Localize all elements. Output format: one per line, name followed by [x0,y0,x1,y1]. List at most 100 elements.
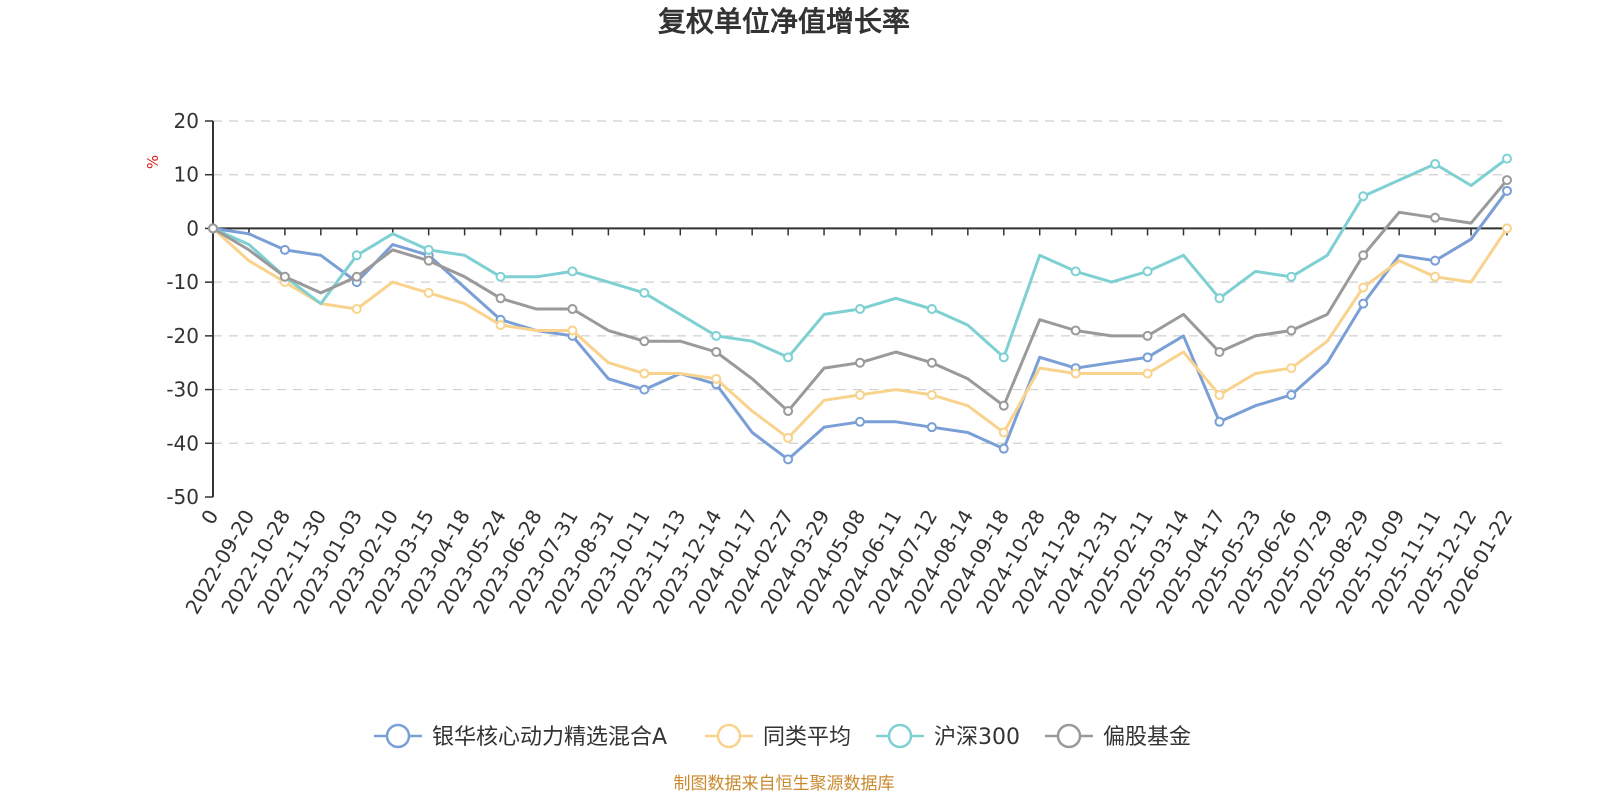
legend-circle-icon [1056,723,1082,749]
data-point [423,287,434,298]
y-tick-label: -30 [166,378,199,402]
data-point [639,287,650,298]
data-point [639,384,650,395]
data-point [926,389,937,400]
legend-item[interactable]: 沪深300 [876,723,1020,750]
data-point [1070,266,1081,277]
series-1 [208,185,1512,465]
data-point [711,330,722,341]
data-point [1430,255,1441,266]
data-point [1142,368,1153,379]
y-axis-unit-label: % [144,155,162,169]
legend-label: 偏股基金 [1103,725,1191,750]
grid-lines [213,120,1507,444]
data-point [998,443,1009,454]
data-point [1358,191,1369,202]
data-point [639,336,650,347]
series-2 [208,223,1512,443]
data-point [351,304,362,314]
data-point [1286,325,1297,336]
data-point [998,427,1009,438]
data-point [1142,330,1153,341]
legend-item[interactable]: 偏股基金 [1045,723,1191,750]
data-point [423,244,434,255]
data-point [1286,363,1297,374]
data-point [711,373,722,384]
y-tick-label: -20 [166,324,199,348]
data-point [639,368,650,379]
legend-circle-icon [716,723,742,749]
data-point [783,406,794,417]
chart-title: 复权单位净值增长率 [658,5,910,38]
data-point [1358,282,1369,293]
data-point [1430,212,1441,223]
data-point [1214,293,1225,304]
data-point [1430,271,1441,282]
data-point [926,422,937,433]
data-point [926,357,937,368]
series-line [211,227,1509,440]
data-point [1286,271,1297,282]
data-point [1502,185,1512,196]
data-source-footer: 制图数据来自恒生聚源数据库 [674,774,895,794]
data-point [855,357,865,368]
data-point [279,271,290,282]
legend-circle-icon [385,723,411,749]
x-tick-label: 0 [196,506,223,529]
data-point [783,432,794,443]
y-axis-ticks: 20 10 0 -10 -20 -30 -40 -50 [166,109,213,509]
y-tick-label: -50 [166,485,199,509]
data-point [855,304,865,314]
data-point [998,400,1009,411]
y-tick-label: 20 [174,109,199,133]
series-3 [208,153,1512,363]
data-point [1358,250,1369,261]
y-tick-label: -40 [166,431,199,455]
data-point [567,304,578,314]
legend-item[interactable]: 银华核心动力精选混合A [374,723,667,750]
legend[interactable]: 银华核心动力精选混合A 同类平均 沪深300 偏股基金 [374,723,1191,750]
data-point [926,304,937,314]
data-point [279,244,290,255]
legend-label: 沪深300 [934,725,1020,750]
data-point [495,320,506,331]
data-point [1214,346,1225,357]
data-point [998,352,1009,363]
data-point [495,271,506,282]
data-point [351,271,362,282]
data-point [1214,416,1225,427]
data-point [423,255,434,266]
data-point [1214,389,1225,400]
data-point [1502,223,1512,234]
legend-item[interactable]: 同类平均 [705,723,851,750]
data-point [1286,389,1297,400]
y-tick-label: 10 [174,163,199,187]
legend-label: 银华核心动力精选混合A [432,725,667,750]
y-tick-label: -10 [166,270,199,294]
data-point [855,416,865,427]
data-point [1142,352,1153,363]
data-point [567,325,578,336]
series-line [212,157,1508,359]
series-4 [208,175,1512,417]
y-tick-label: 0 [186,216,199,240]
data-point [711,346,722,357]
data-point [495,293,506,304]
data-point [1070,368,1081,379]
legend-label: 同类平均 [763,725,851,750]
data-point [1358,298,1369,309]
legend-circle-icon [887,723,913,749]
data-point [783,454,794,465]
data-point [208,223,218,234]
data-point [1430,158,1441,169]
data-point [351,250,362,261]
data-point [855,389,865,400]
data-point [1502,153,1512,164]
series-lines [208,153,1512,465]
data-point [783,352,794,363]
data-point [1070,325,1081,336]
data-point [1502,175,1512,186]
data-point [1142,266,1153,277]
data-point [567,266,578,277]
